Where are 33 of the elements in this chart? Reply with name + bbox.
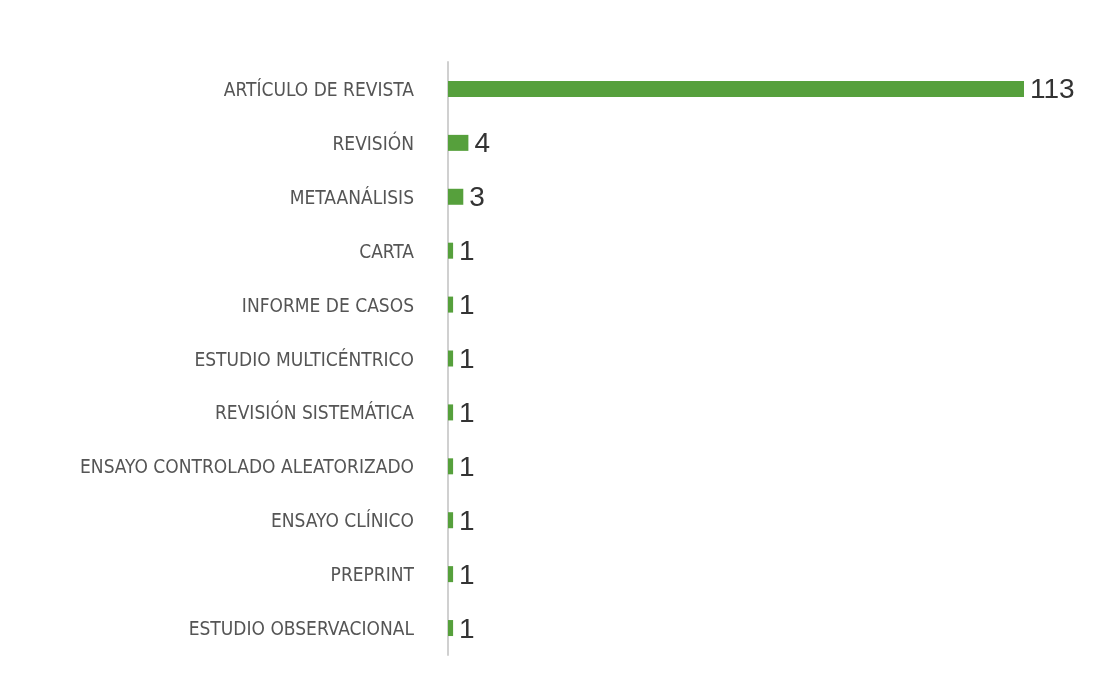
data-label: 1 xyxy=(459,558,475,590)
data-label: 3 xyxy=(469,181,485,213)
bar xyxy=(448,80,1024,97)
data-label: 4 xyxy=(474,127,490,159)
data-label: 1 xyxy=(459,612,475,644)
y-tick-label: METAANÁLISIS xyxy=(289,185,414,208)
bar xyxy=(448,350,454,367)
bar xyxy=(448,188,464,205)
y-tick-label: ARTÍCULO DE REVISTA xyxy=(223,77,415,100)
y-tick-label: CARTA xyxy=(359,239,415,262)
y-tick-label: PREPRINT xyxy=(330,563,415,586)
data-label: 1 xyxy=(459,504,475,536)
bar xyxy=(448,404,454,421)
y-tick-label: REVISIÓN SISTEMÁTICA xyxy=(214,400,415,424)
data-label: 1 xyxy=(459,396,475,428)
y-tick-label: ENSAYO CLÍNICO xyxy=(271,509,414,532)
bar xyxy=(448,566,454,583)
y-tick-label: ENSAYO CONTROLADO ALEATORIZADO xyxy=(80,455,414,478)
data-label: 113 xyxy=(1030,73,1075,105)
bar xyxy=(448,242,454,259)
y-tick-label: ESTUDIO MULTICÉNTRICO xyxy=(194,347,414,370)
bar xyxy=(448,512,454,529)
data-label: 1 xyxy=(459,450,475,482)
data-label: 1 xyxy=(459,343,475,374)
bar xyxy=(448,296,454,313)
data-label: 1 xyxy=(459,289,475,321)
bar xyxy=(448,458,454,475)
bar xyxy=(448,134,469,151)
data-label: 1 xyxy=(459,235,475,267)
y-tick-label: INFORME DE CASOS xyxy=(241,293,414,316)
bar xyxy=(448,620,454,637)
y-tick-label: REVISIÓN xyxy=(332,130,414,154)
y-tick-label: ESTUDIO OBSERVACIONAL xyxy=(188,617,415,640)
